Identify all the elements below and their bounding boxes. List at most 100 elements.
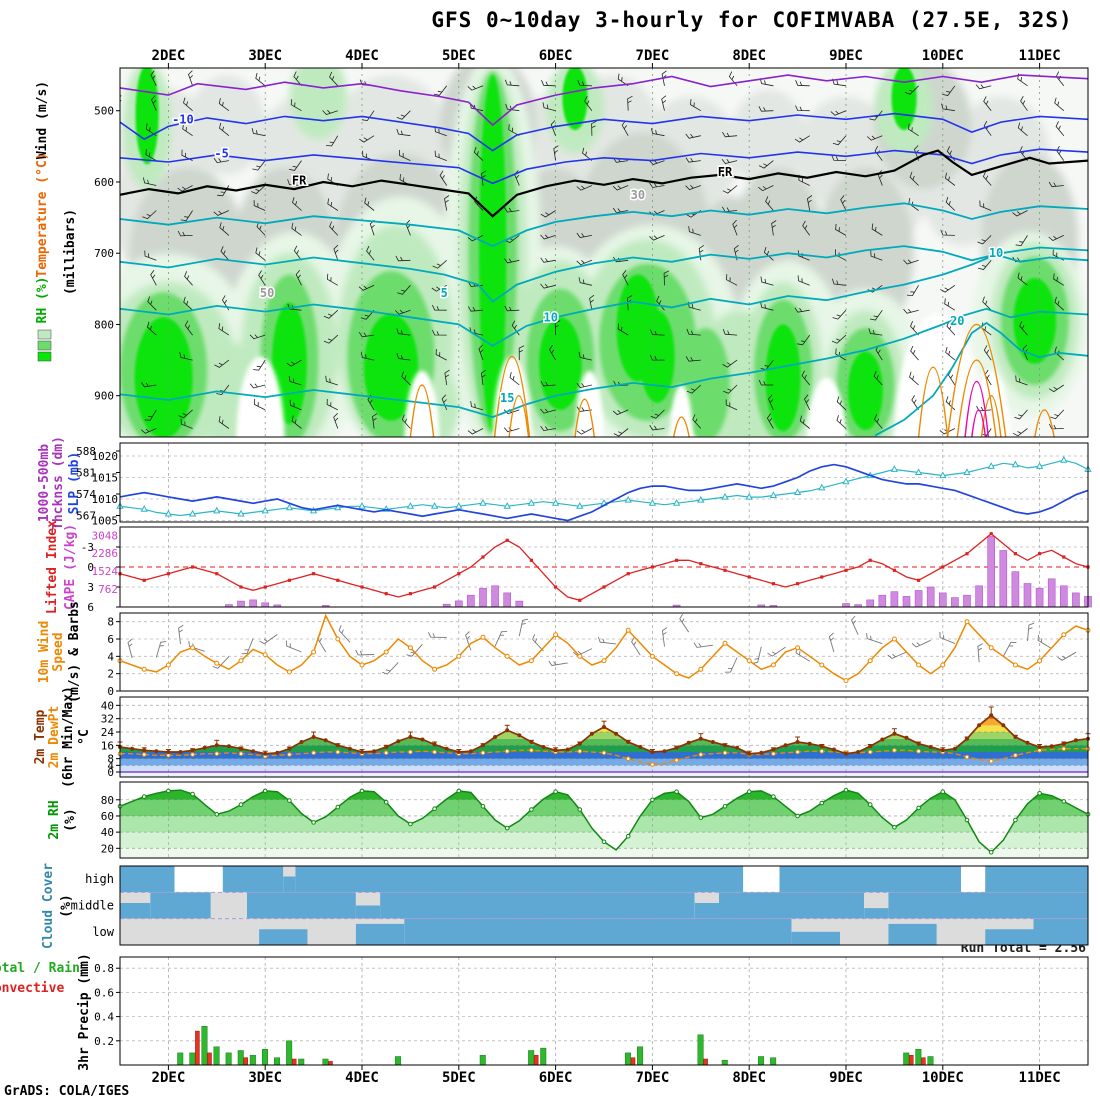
svg-text:60: 60 — [101, 810, 114, 823]
svg-text:4DEC: 4DEC — [345, 48, 379, 64]
svg-text:3DEC: 3DEC — [248, 48, 282, 64]
svg-text:800: 800 — [94, 318, 114, 331]
svg-text:0: 0 — [107, 685, 114, 698]
date-axis: 2DEC 2DEC 3DEC 3DEC 4DEC 4DEC 5DEC 5DEC 6DEC 6DEC… — [152, 48, 1061, 1086]
svg-text:4: 4 — [107, 759, 114, 772]
label-minmax: (6hr Min/Max) — [61, 686, 76, 788]
label-temperature-axis: Temperature (°C) — [35, 152, 50, 277]
svg-text:2DEC: 2DEC — [152, 1070, 186, 1086]
svg-text:900: 900 — [94, 390, 114, 403]
svg-text:1005: 1005 — [92, 515, 119, 528]
svg-text:7DEC: 7DEC — [636, 48, 670, 64]
svg-text:0.6: 0.6 — [94, 986, 114, 999]
svg-text:FR: FR — [292, 174, 307, 188]
svg-text:32: 32 — [101, 713, 114, 726]
panel-cloud-cover: high middle low — [71, 865, 1089, 946]
svg-text:0.8: 0.8 — [94, 962, 114, 975]
svg-text:40: 40 — [101, 826, 114, 839]
label-thickness-1: 1000-500mb — [37, 444, 52, 522]
label-precip-convective: Convective — [0, 981, 64, 996]
svg-text:8DEC: 8DEC — [732, 48, 766, 64]
svg-text:high: high — [85, 872, 114, 886]
svg-text:10DEC: 10DEC — [922, 1070, 964, 1086]
svg-text:2286: 2286 — [92, 547, 119, 560]
label-millibars-axis: (millibars) — [63, 209, 78, 295]
label-10m-wind-1: 10m Wind — [37, 621, 52, 684]
svg-text:24: 24 — [101, 726, 115, 739]
label-2m-temp: 2m Temp — [33, 709, 48, 764]
label-lifted-index-axis: Lifted Index — [45, 520, 60, 614]
panel-10m-wind: 0 2 4 6 8 — [107, 612, 1091, 698]
svg-text:2DEC: 2DEC — [152, 48, 186, 64]
svg-text:500: 500 — [94, 105, 114, 118]
grads-footer: GrADS: COLA/IGES — [4, 1084, 129, 1099]
panel-2m-rh: 20 40 60 80 — [101, 781, 1091, 859]
label-degc: °C — [77, 729, 92, 745]
svg-text:low: low — [92, 925, 114, 939]
svg-text:1020: 1020 — [92, 450, 119, 463]
svg-text:20: 20 — [101, 842, 114, 855]
label-cape-axis: CAPE (J/kg) — [63, 524, 78, 610]
panel-cape-lifted-index: -3 0 3 6 3048 2286 1524 762 — [81, 526, 1092, 614]
label-10m-wind-2: Speed — [51, 632, 66, 671]
svg-text:2: 2 — [107, 668, 114, 681]
svg-text:567: 567 — [76, 509, 96, 522]
svg-text:4: 4 — [107, 650, 114, 663]
svg-text:0.4: 0.4 — [94, 1011, 114, 1024]
svg-text:8DEC: 8DEC — [732, 1070, 766, 1086]
svg-text:3: 3 — [87, 581, 94, 594]
svg-text:5DEC: 5DEC — [442, 48, 476, 64]
svg-text:700: 700 — [94, 247, 114, 260]
rh-legend-swatch-bright — [37, 351, 52, 362]
panel-precip: 0.2 0.4 0.6 0.8 — [94, 956, 1089, 1066]
svg-text:0.2: 0.2 — [94, 1035, 114, 1048]
svg-text:6: 6 — [107, 633, 114, 646]
svg-text:30: 30 — [631, 188, 645, 202]
label-cloud-cover: Cloud Cover — [41, 863, 56, 949]
svg-text:15: 15 — [500, 391, 514, 405]
svg-text:8: 8 — [107, 753, 114, 766]
label-rh-axis: RH (%) — [35, 277, 50, 324]
svg-text:FR: FR — [718, 165, 733, 179]
svg-text:-10: -10 — [172, 112, 194, 126]
svg-text:5DEC: 5DEC — [442, 1070, 476, 1086]
svg-text:8: 8 — [107, 616, 114, 629]
svg-text:-5: -5 — [214, 146, 228, 160]
svg-text:10: 10 — [989, 246, 1003, 260]
svg-text:3048: 3048 — [92, 529, 119, 542]
label-cloud-cover-pct: (%) — [59, 894, 74, 917]
svg-text:588: 588 — [76, 445, 96, 458]
svg-text:6DEC: 6DEC — [539, 1070, 573, 1086]
svg-text:40: 40 — [101, 699, 114, 712]
svg-text:600: 600 — [94, 176, 114, 189]
svg-text:16: 16 — [101, 739, 114, 752]
chart-title: GFS 0~10day 3-hourly for COFIMVABA (27.5… — [431, 8, 1072, 32]
svg-text:6: 6 — [87, 601, 94, 614]
panel-slp-thickness: 588 581 574 567 1020 1015 1010 1005 — [76, 442, 1092, 528]
label-precip-total-rain: Total / Rain — [0, 961, 80, 976]
svg-text:6DEC: 6DEC — [539, 48, 573, 64]
svg-text:10DEC: 10DEC — [922, 48, 964, 64]
svg-text:11DEC: 11DEC — [1019, 48, 1061, 64]
svg-text:10: 10 — [544, 310, 558, 324]
svg-text:7DEC: 7DEC — [636, 1070, 670, 1086]
svg-text:3DEC: 3DEC — [248, 1070, 282, 1086]
svg-text:20: 20 — [950, 314, 964, 328]
svg-text:middle: middle — [71, 899, 114, 913]
svg-text:-3: -3 — [81, 541, 94, 554]
label-10m-wind-3: (m/s) & Barbs — [67, 601, 82, 703]
svg-text:574: 574 — [76, 488, 96, 501]
svg-text:1524: 1524 — [92, 565, 119, 578]
svg-text:4DEC: 4DEC — [345, 1070, 379, 1086]
rh-legend-swatch-mid — [37, 340, 52, 351]
label-2m-dewpt: 2m DewPt — [47, 706, 62, 769]
svg-text:5: 5 — [441, 286, 448, 300]
svg-text:0: 0 — [87, 561, 94, 574]
svg-text:9DEC: 9DEC — [829, 48, 863, 64]
svg-text:50: 50 — [260, 286, 274, 300]
svg-text:1015: 1015 — [92, 472, 119, 485]
label-wind-axis: Wind (m/s) — [35, 81, 50, 159]
